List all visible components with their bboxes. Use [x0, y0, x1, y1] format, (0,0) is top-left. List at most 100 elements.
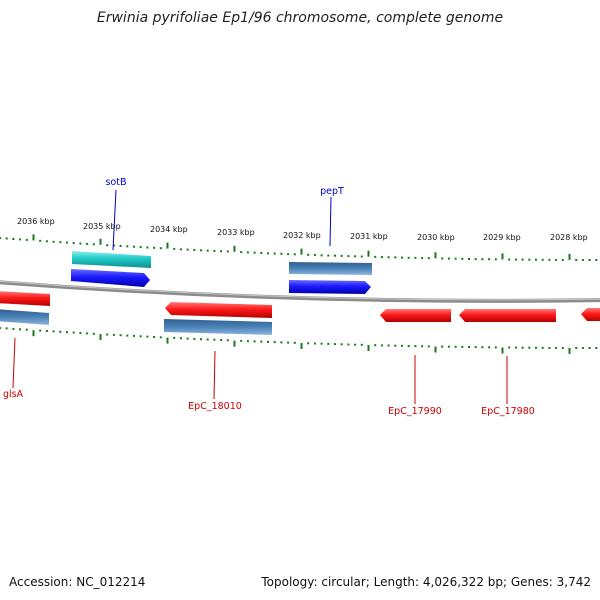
minor-tick	[494, 258, 497, 261]
minor-tick	[535, 346, 537, 349]
minor-tick	[287, 341, 290, 344]
minor-tick	[220, 250, 223, 253]
minor-tick	[320, 342, 323, 345]
minor-tick	[427, 345, 430, 348]
minor-tick	[159, 247, 162, 250]
minor-tick	[454, 257, 457, 260]
minor-tick	[588, 347, 591, 349]
minor-tick	[474, 258, 477, 261]
feature-pepT-blue[interactable]	[289, 280, 371, 294]
minor-tick	[119, 334, 122, 337]
minor-tick	[59, 330, 62, 333]
kbp-label-2030: 2030 kbp	[417, 233, 455, 242]
minor-tick	[521, 346, 524, 349]
kbp-label-2036: 2036 kbp	[17, 217, 55, 226]
feature-pepT-steel[interactable]	[289, 262, 372, 275]
minor-tick	[267, 340, 269, 343]
minor-tick	[126, 334, 129, 337]
minor-tick	[581, 347, 584, 349]
minor-tick	[555, 346, 558, 349]
minor-tick	[334, 254, 336, 257]
minor-tick	[126, 245, 129, 248]
minor-tick	[45, 330, 48, 332]
minor-tick	[407, 345, 410, 347]
minor-tick	[374, 255, 377, 258]
minor-tick	[133, 245, 135, 248]
minor-tick	[39, 239, 42, 242]
minor-tick	[347, 343, 350, 346]
minor-tick	[541, 346, 544, 349]
minor-tick	[535, 258, 537, 261]
feature-edge-red[interactable]	[581, 308, 600, 321]
minor-tick	[5, 327, 8, 330]
minor-tick	[461, 345, 464, 348]
minor-tick	[186, 337, 189, 340]
minor-tick	[340, 254, 343, 257]
minor-tick	[387, 256, 390, 259]
minor-tick	[226, 339, 229, 342]
minor-tick	[494, 346, 497, 349]
minor-tick	[25, 328, 28, 331]
feature-EpC_18010-steel[interactable]	[164, 319, 272, 335]
feature-EpC_17990-red[interactable]	[380, 309, 451, 322]
feature-sotB-cyan[interactable]	[72, 251, 151, 268]
minor-tick	[86, 332, 89, 335]
minor-tick	[92, 243, 95, 246]
minor-tick	[12, 327, 15, 330]
minor-tick	[488, 346, 491, 349]
minor-tick	[200, 338, 202, 341]
minor-tick	[514, 346, 517, 349]
feature-sotB-blue[interactable]	[71, 269, 150, 287]
feature-EpC_18010-red[interactable]	[165, 302, 272, 318]
minor-tick	[72, 242, 75, 245]
minor-tick	[427, 257, 430, 260]
minor-tick	[595, 259, 598, 261]
gene-label-EpC_17980[interactable]: EpC_17980	[481, 406, 535, 417]
gene-label-EpC_18010[interactable]: EpC_18010	[188, 401, 242, 412]
minor-tick	[86, 242, 89, 245]
kbp-label-2033: 2033 kbp	[217, 228, 255, 237]
topology-text: Topology: circular; Length: 4,026,322 bp…	[261, 575, 591, 589]
gene-label-glsA[interactable]: glsA	[3, 389, 24, 400]
minor-tick	[454, 345, 457, 348]
feature-EpC_17980-red[interactable]	[459, 309, 556, 322]
minor-tick	[387, 344, 390, 347]
minor-tick	[414, 345, 417, 348]
gene-label-sotB[interactable]: sotB	[105, 177, 126, 188]
minor-tick	[508, 346, 511, 349]
minor-tick	[481, 346, 484, 349]
kbp-label-2028: 2028 kbp	[550, 233, 588, 242]
minor-tick	[441, 257, 444, 260]
feature-glsA-steel[interactable]	[0, 309, 49, 325]
minor-tick	[327, 254, 330, 257]
minor-tick	[146, 335, 149, 338]
minor-tick	[206, 249, 209, 252]
feature-glsA-red[interactable]	[0, 291, 50, 306]
minor-tick	[561, 346, 564, 349]
minor-tick	[334, 343, 336, 346]
minor-tick	[555, 258, 558, 261]
minor-tick	[59, 241, 62, 244]
minor-tick	[307, 253, 310, 256]
minor-tick	[112, 333, 115, 336]
minor-tick	[293, 341, 296, 344]
minor-tick	[354, 255, 357, 258]
minor-tick	[414, 256, 417, 259]
inner-features	[164, 302, 600, 335]
kbp-label-2032: 2032 kbp	[283, 231, 321, 240]
minor-tick	[481, 258, 484, 261]
gene-label-pepT[interactable]: pepT	[320, 186, 344, 197]
minor-tick	[12, 238, 15, 240]
minor-tick	[5, 237, 8, 240]
minor-tick	[226, 250, 229, 253]
minor-tick	[267, 252, 269, 255]
gene-labels: sotB pepT glsA EpC_18010 EpC_17990 EpC_1…	[3, 177, 535, 417]
minor-tick	[447, 257, 450, 260]
minor-tick	[380, 344, 383, 347]
minor-tick	[45, 240, 48, 243]
minor-tick	[401, 344, 403, 347]
gene-label-EpC_17990[interactable]: EpC_17990	[388, 406, 442, 417]
minor-tick	[133, 334, 135, 337]
minor-tick	[206, 338, 209, 341]
